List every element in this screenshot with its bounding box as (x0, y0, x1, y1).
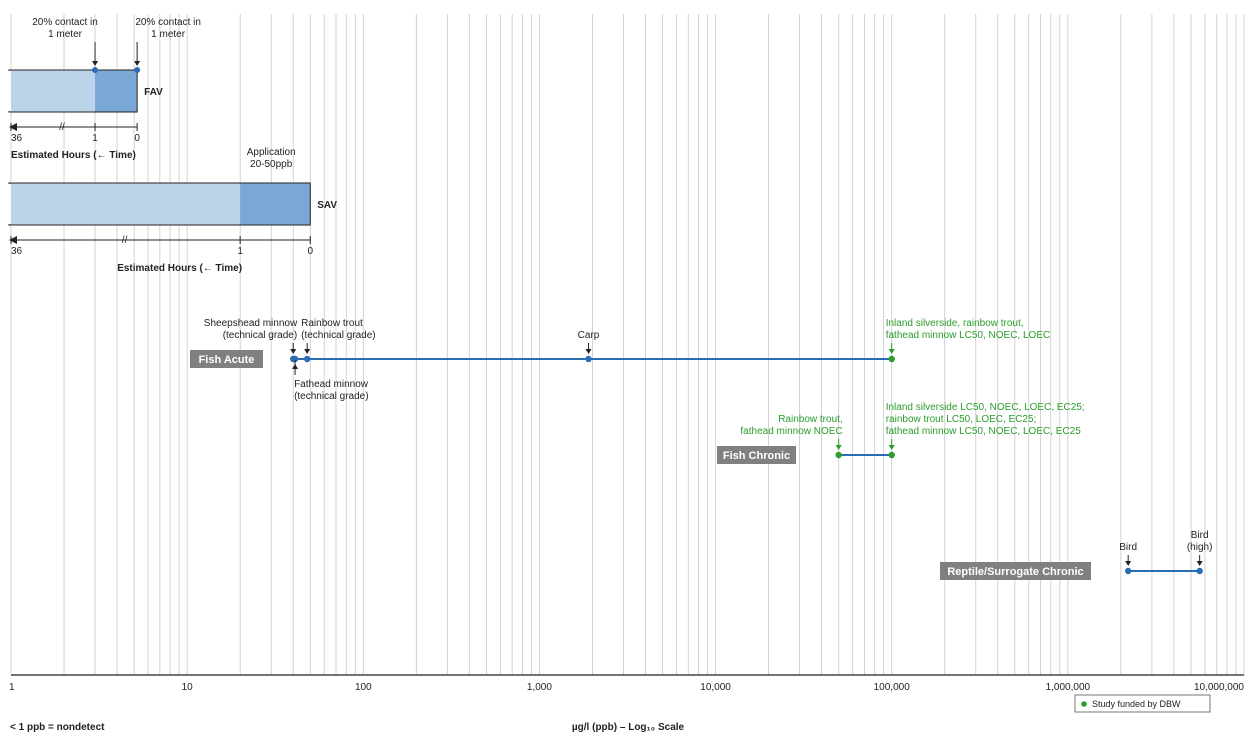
point-label: Inland silverside LC50, NOEC, LOEC, EC25… (886, 402, 1085, 413)
data-point (1124, 567, 1132, 575)
series-label-box (940, 562, 1091, 580)
marker-label: 1 meter (151, 29, 186, 40)
x-tick-label: 10 (182, 682, 194, 693)
point-arrow-head (292, 364, 299, 369)
point-arrow-head (835, 445, 842, 450)
marker-point (134, 67, 141, 73)
time-axis-break: // (122, 235, 128, 246)
x-axis: 1 10 100 1,000 10,000 100,000 1,000,000 10,000,… (9, 674, 1244, 733)
series-label-box (717, 446, 796, 464)
legend: Study funded by DBW (1074, 694, 1211, 713)
marker-label: 20% contact in (135, 17, 201, 28)
marker-arrow-head (134, 61, 141, 66)
point-label: (technical grade) (301, 330, 375, 341)
point-label: Sheepshead minnow (204, 318, 298, 329)
series-label-box (190, 350, 263, 368)
exposure-bar-sav: SAV // 36 1 0 Estimated Hours (← Time) Applica… (8, 147, 337, 274)
point-arrow-head (1196, 561, 1203, 566)
x-tick-label: 1,000,000 (1046, 682, 1091, 693)
x-tick-label: 1 (9, 682, 15, 693)
point-label: (technical grade) (223, 330, 297, 341)
point-label: Inland silverside, rainbow trout, (886, 318, 1024, 329)
time-tick-label: 36 (11, 133, 23, 144)
bar-fade-edge (8, 71, 11, 111)
data-point (835, 451, 842, 459)
point-label: fathead minnow NOEC (740, 426, 842, 437)
data-point (291, 355, 299, 363)
bar-dark-segment (95, 70, 138, 112)
data-point (888, 355, 895, 363)
x-tick-label: 10,000 (700, 682, 731, 693)
point-label: (high) (1187, 542, 1213, 553)
exposure-bar-fav: FAV // 36 1 0 Estimated Hours (← Time) 20% con… (8, 17, 201, 161)
time-axis-title: Estimated Hours (← Time) (117, 263, 242, 274)
legend-box (1074, 694, 1211, 713)
x-tick-label: 100,000 (874, 682, 911, 693)
x-tick-label: 1,000 (527, 682, 552, 693)
nondetect-note: < 1 ppb = nondetect (10, 722, 105, 733)
legend-marker (1081, 701, 1087, 707)
data-point (303, 355, 311, 363)
bar-label: SAV (317, 200, 337, 211)
x-tick-label: 10,000,000 (1194, 682, 1244, 693)
point-arrow-head (290, 349, 297, 354)
bar-light-segment (9, 183, 241, 225)
marker-point (92, 67, 99, 73)
point-label: (technical grade) (294, 391, 368, 402)
bar-fade-edge (8, 184, 11, 224)
marker-arrow-head (92, 61, 99, 66)
point-label: rainbow trout LC50, LOEC, EC25; (886, 414, 1037, 425)
time-tick-label: 1 (92, 133, 98, 144)
legend-entry: Study funded by DBW (1092, 699, 1181, 709)
time-tick-label: 0 (134, 133, 140, 144)
exposure-bars: FAV // 36 1 0 Estimated Hours (← Time) 20% con… (8, 17, 337, 274)
time-tick-label: 1 (237, 246, 243, 257)
bar-label: FAV (144, 87, 163, 98)
time-axis-break: // (59, 122, 65, 133)
point-arrow-head (1125, 561, 1132, 566)
data-point (888, 451, 895, 459)
bar-light-segment (9, 70, 96, 112)
time-tick-label: 36 (11, 246, 23, 257)
point-label: fathead minnow LC50, NOEC, LOEC (886, 330, 1051, 341)
x-axis-title: µg/l (ppb) – Log₁₀ Scale (572, 722, 685, 733)
point-label: Bird (1119, 542, 1137, 553)
time-axis-arrowhead (9, 236, 17, 244)
time-axis-title: Estimated Hours (← Time) (11, 150, 136, 161)
marker-label: 1 meter (48, 29, 83, 40)
point-label: Rainbow trout (301, 318, 363, 329)
marker-label: Application (247, 147, 296, 158)
time-axis-arrowhead (9, 123, 17, 131)
point-label: Carp (578, 330, 600, 341)
time-tick-label: 0 (307, 246, 313, 257)
point-label: Fathead minnow (294, 379, 369, 390)
point-label: Rainbow trout, (778, 414, 842, 425)
series-label: Fish Acute (199, 354, 255, 366)
point-label: fathead minnow LC50, NOEC, LOEC, EC25 (886, 426, 1082, 437)
point-arrow-head (304, 349, 311, 354)
point-arrow-head (888, 445, 895, 450)
x-tick-label: 100 (355, 682, 372, 693)
series-label: Fish Chronic (723, 450, 790, 462)
data-point (1196, 567, 1203, 575)
point-arrow-head (888, 349, 895, 354)
bar-dark-segment (240, 183, 311, 225)
data-point (585, 355, 592, 363)
marker-label: 20-50ppb (250, 159, 293, 170)
point-label: Bird (1191, 530, 1209, 541)
series-label: Reptile/Surrogate Chronic (947, 566, 1083, 578)
marker-label: 20% contact in (32, 17, 98, 28)
point-arrow-head (585, 349, 592, 354)
